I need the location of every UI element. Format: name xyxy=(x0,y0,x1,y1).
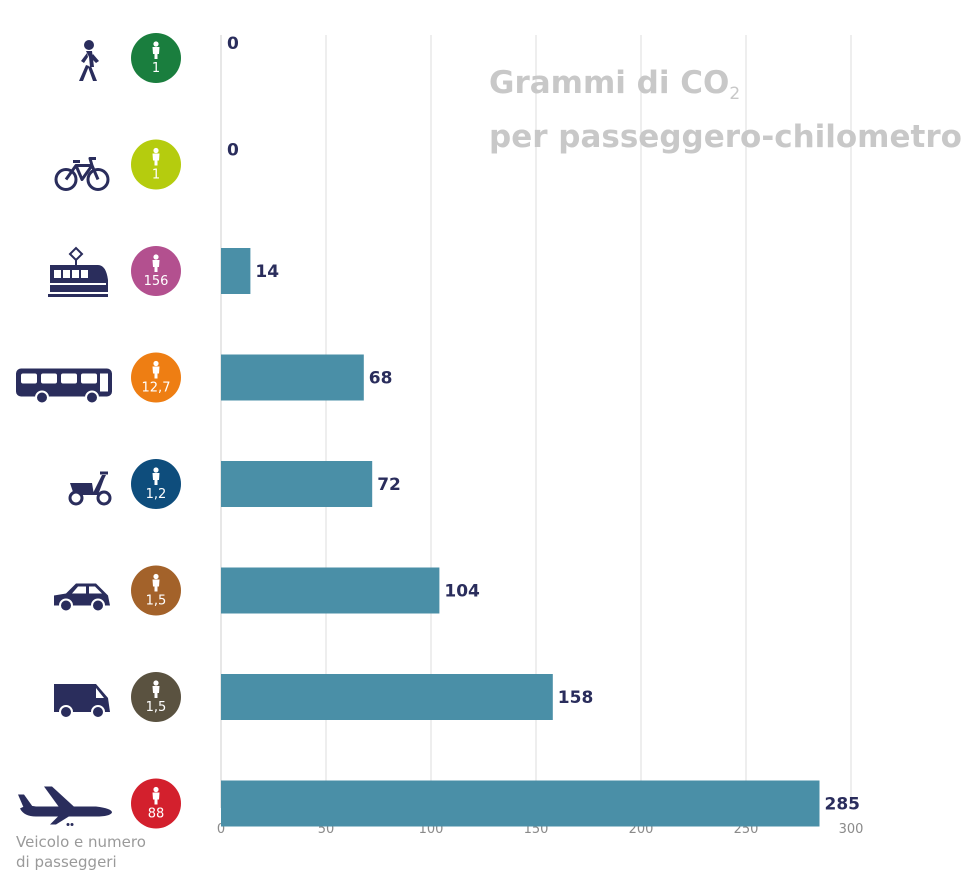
passenger-badge: 1,2 xyxy=(131,459,181,509)
passenger-count: 1,5 xyxy=(146,594,167,609)
person-icon xyxy=(152,360,160,379)
chart-title: Grammi di CO2 per passeggero-chilometro xyxy=(489,62,962,159)
person-icon xyxy=(152,147,160,166)
bar xyxy=(221,780,820,827)
person-icon xyxy=(152,680,160,698)
bar-value-label: 68 xyxy=(369,369,393,389)
bar-value-label: 158 xyxy=(558,688,594,708)
scooter-icon xyxy=(68,471,112,506)
passenger-badge: 1,5 xyxy=(131,672,181,722)
y-axis-label: Veicolo e numero di passeggeri xyxy=(16,832,146,872)
bicycle-icon xyxy=(54,157,110,191)
bar xyxy=(221,674,553,720)
bar-value-label: 0 xyxy=(227,34,239,54)
bar xyxy=(221,354,364,401)
passenger-badge: 156 xyxy=(131,246,181,296)
passenger-count: 88 xyxy=(148,807,165,822)
person-icon xyxy=(152,41,160,59)
bar-value-label: 14 xyxy=(255,262,279,282)
bar-value-label: 72 xyxy=(377,475,401,495)
passenger-count: 156 xyxy=(144,274,169,289)
bus-icon xyxy=(16,368,112,405)
person-icon xyxy=(152,254,160,272)
bar xyxy=(221,248,251,294)
chart-title-line2: per passeggero-chilometro xyxy=(489,119,962,155)
passenger-count: 1,2 xyxy=(146,487,167,502)
y-axis-label-line2: di passeggeri xyxy=(16,853,117,871)
passenger-badge: 1 xyxy=(131,33,181,83)
passenger-count: 1 xyxy=(152,61,160,76)
passenger-badge: 12,7 xyxy=(131,352,181,403)
person-icon xyxy=(152,467,160,485)
bar-value-label: 285 xyxy=(825,795,861,815)
bar-value-label: 0 xyxy=(227,141,239,161)
van-icon xyxy=(54,684,110,719)
passenger-badge: 88 xyxy=(131,778,181,829)
bar xyxy=(221,567,440,614)
passenger-count: 1 xyxy=(152,168,160,183)
bar-value-label: 104 xyxy=(444,582,480,602)
bar xyxy=(221,461,373,507)
x-tick-label: 0 xyxy=(217,822,225,837)
car-icon xyxy=(54,583,110,613)
chart-title-line1: Grammi di CO2 xyxy=(489,65,741,104)
passenger-badge: 1 xyxy=(131,139,181,190)
person-icon xyxy=(152,573,160,592)
airplane-icon xyxy=(18,786,112,826)
passenger-count: 12,7 xyxy=(142,381,171,396)
tram-icon xyxy=(48,246,108,297)
person-icon xyxy=(152,786,160,805)
passenger-count: 1,5 xyxy=(146,700,167,715)
passenger-badge: 1,5 xyxy=(131,565,181,616)
gridlines xyxy=(220,35,852,808)
x-tick-label: 300 xyxy=(839,822,864,837)
walking-person-icon xyxy=(79,40,99,81)
y-axis-label-line1: Veicolo e numero xyxy=(16,833,146,851)
